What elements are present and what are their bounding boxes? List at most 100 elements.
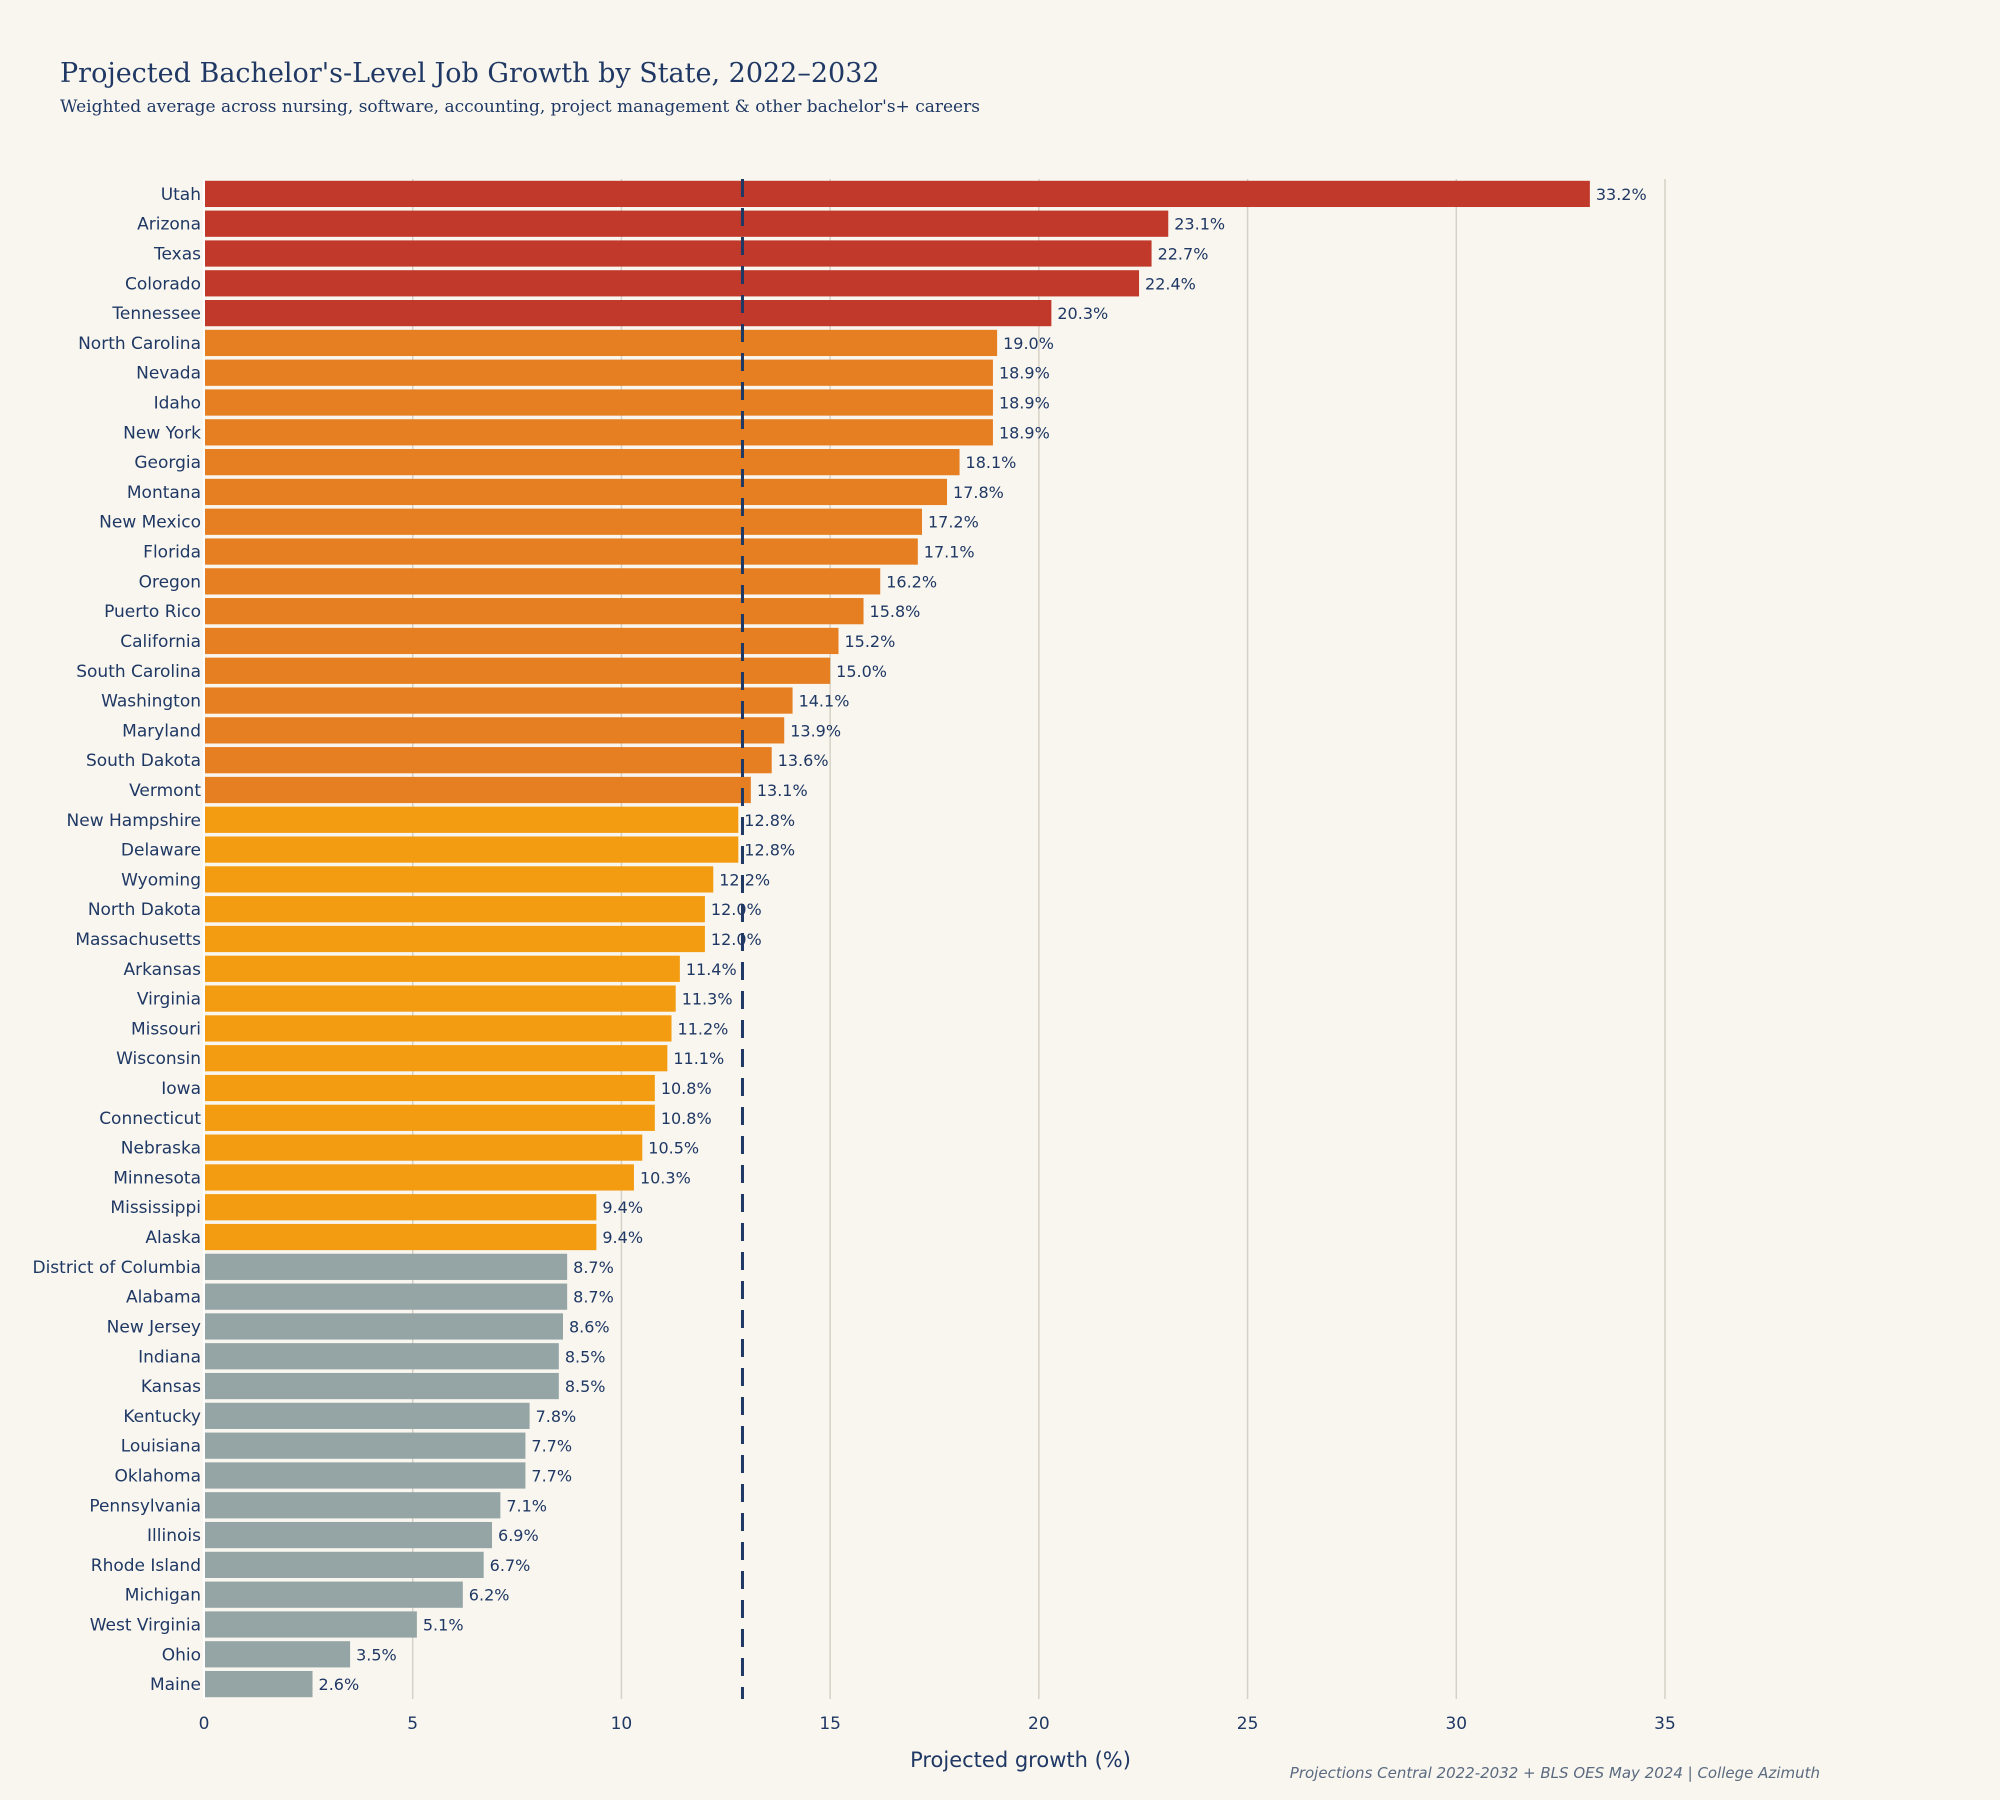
y-tick-label: Ohio: [162, 1645, 201, 1665]
data-label: 8.5%: [565, 1347, 606, 1366]
bar: [204, 1581, 463, 1608]
y-tick-label: Mississippi: [110, 1198, 201, 1218]
y-tick-label: West Virginia: [90, 1615, 201, 1635]
bar: [204, 359, 993, 386]
data-label: 12.8%: [744, 811, 795, 830]
x-tick-label: 0: [199, 1714, 210, 1734]
y-tick-label: Vermont: [129, 781, 201, 801]
bar: [204, 776, 751, 804]
data-label: 11.3%: [682, 990, 733, 1009]
y-tick-label: Minnesota: [113, 1168, 201, 1188]
y-tick-label: Iowa: [161, 1079, 201, 1099]
y-tick-label: New Mexico: [99, 513, 201, 533]
bar: [204, 1104, 655, 1131]
y-tick-label: Maryland: [122, 721, 201, 741]
data-label: 10.8%: [661, 1109, 712, 1128]
data-label: 6.7%: [490, 1556, 531, 1575]
bar: [204, 1223, 597, 1251]
data-label: 23.1%: [1174, 215, 1225, 234]
bar: [204, 866, 714, 893]
y-tick-label: Connecticut: [99, 1109, 201, 1129]
bar: [204, 1611, 417, 1638]
y-tick-label: Nevada: [136, 364, 201, 384]
data-label: 18.9%: [999, 423, 1050, 442]
bar: [204, 1432, 526, 1459]
data-label: 18.9%: [999, 394, 1050, 413]
bar: [204, 925, 705, 953]
data-label: 33.2%: [1596, 185, 1647, 204]
y-tick-label: Wisconsin: [116, 1049, 201, 1069]
chart-title: Projected Bachelor's-Level Job Growth by…: [60, 58, 880, 89]
bar: [204, 210, 1169, 237]
data-label: 17.1%: [924, 543, 975, 562]
data-label: 15.2%: [844, 632, 895, 651]
bar: [204, 1641, 351, 1668]
data-label: 6.2%: [469, 1586, 510, 1605]
bar: [204, 1372, 559, 1400]
bar: [204, 1194, 597, 1221]
data-label: 8.6%: [569, 1317, 610, 1336]
y-tick-label: Virginia: [137, 990, 201, 1010]
bar: [204, 329, 998, 357]
y-tick-label: Missouri: [131, 1019, 201, 1039]
bar: [204, 1462, 526, 1489]
bar: [204, 180, 1590, 208]
y-tick-label: California: [120, 632, 201, 652]
bar: [204, 1492, 501, 1519]
y-tick-label: Oregon: [139, 572, 201, 592]
y-tick-label: South Dakota: [86, 751, 201, 771]
bar: [204, 1074, 655, 1102]
y-tick-label: South Carolina: [76, 662, 201, 682]
bar: [204, 747, 772, 774]
data-label: 12.0%: [711, 900, 762, 919]
bar: [204, 598, 864, 625]
bar: [204, 955, 680, 982]
y-tick-label: Utah: [161, 185, 201, 205]
x-tick-label: 25: [1237, 1714, 1259, 1734]
bar: [204, 1521, 493, 1549]
data-label: 15.8%: [870, 602, 921, 621]
y-tick-label: Pennsylvania: [89, 1496, 201, 1516]
bar: [204, 300, 1052, 327]
y-tick-label: Nebraska: [121, 1139, 201, 1159]
data-label: 13.6%: [778, 751, 829, 770]
y-tick-label: Maine: [150, 1675, 201, 1695]
data-label: 12.0%: [711, 930, 762, 949]
bar: [204, 1015, 672, 1042]
x-tick-label: 35: [1654, 1714, 1676, 1734]
bar: [204, 1283, 568, 1310]
data-label: 8.5%: [565, 1377, 606, 1396]
bar: [204, 240, 1152, 267]
y-tick-label: North Carolina: [78, 334, 201, 354]
bar: [204, 985, 676, 1012]
data-label: 13.1%: [757, 781, 808, 800]
data-label: 20.3%: [1057, 304, 1108, 323]
data-label: 10.8%: [661, 1079, 712, 1098]
y-tick-label: Indiana: [138, 1347, 201, 1367]
bar: [204, 419, 993, 446]
data-label: 14.1%: [799, 692, 850, 711]
data-label: 11.1%: [673, 1049, 724, 1068]
y-tick-label: Colorado: [125, 274, 201, 294]
data-label: 9.4%: [602, 1198, 643, 1217]
data-label: 17.2%: [928, 513, 979, 532]
bar: [204, 568, 881, 595]
y-tick-label: District of Columbia: [32, 1258, 201, 1278]
data-label: 22.4%: [1145, 274, 1196, 293]
bar: [204, 806, 739, 833]
y-tick-label: Illinois: [147, 1526, 201, 1546]
data-label: 9.4%: [602, 1228, 643, 1247]
x-tick-label: 30: [1445, 1714, 1467, 1734]
x-tick-label: 5: [407, 1714, 418, 1734]
data-label: 22.7%: [1158, 245, 1209, 264]
bar: [204, 1551, 484, 1578]
data-label: 12.2%: [719, 870, 770, 889]
bar: [204, 508, 922, 535]
y-tick-label: Washington: [101, 692, 201, 712]
y-tick-label: Michigan: [125, 1586, 201, 1606]
data-label: 10.3%: [640, 1168, 691, 1187]
y-tick-label: New Jersey: [107, 1317, 201, 1337]
data-label: 8.7%: [573, 1258, 614, 1277]
x-tick-label: 20: [1028, 1714, 1050, 1734]
y-tick-label: Alabama: [126, 1288, 201, 1308]
